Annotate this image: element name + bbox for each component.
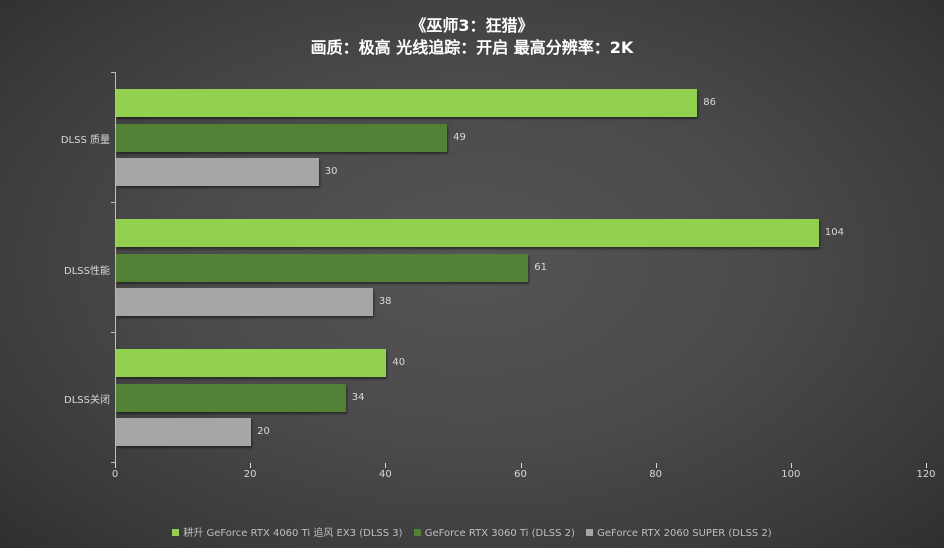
value-label: 104 bbox=[824, 227, 844, 238]
bar bbox=[116, 89, 698, 117]
legend-item-series2[interactable]: GeForce RTX 3060 Ti (DLSS 2) bbox=[413, 528, 575, 539]
x-axis-tick bbox=[250, 463, 252, 468]
x-axis-tick-label: 120 bbox=[916, 469, 936, 480]
y-axis-tick bbox=[111, 202, 116, 203]
x-axis-tick bbox=[115, 463, 116, 468]
bar bbox=[116, 418, 252, 446]
category-label: DLSS 质量 bbox=[60, 135, 110, 146]
bar bbox=[116, 158, 319, 186]
chart-subtitle: 画质：极高 光线追踪：开启 最高分辨率：2K bbox=[310, 38, 634, 57]
y-axis-line bbox=[115, 72, 116, 462]
y-axis-tick bbox=[111, 332, 116, 333]
bar bbox=[116, 123, 448, 152]
bar bbox=[116, 288, 373, 316]
x-axis-tick-label: 80 bbox=[649, 469, 663, 480]
legend-label: 耕升 GeForce RTX 4060 Ti 追风 EX3 (DLSS 3) bbox=[183, 528, 403, 539]
value-label: 34 bbox=[351, 391, 365, 403]
value-label: 86 bbox=[703, 97, 716, 108]
x-axis-tick bbox=[655, 463, 657, 468]
x-axis-tick bbox=[790, 463, 792, 468]
value-label: 38 bbox=[378, 296, 392, 307]
category-label: DLSS性能 bbox=[64, 266, 110, 277]
bar bbox=[116, 219, 819, 247]
value-label: 40 bbox=[392, 357, 406, 368]
legend-swatch-icon bbox=[413, 529, 421, 536]
legend-label: GeForce RTX 2060 SUPER (DLSS 2) bbox=[597, 528, 772, 539]
x-axis-tick-label: 0 bbox=[111, 469, 119, 480]
x-axis-tick-label: 100 bbox=[781, 469, 801, 480]
x-axis-tick-label: 20 bbox=[243, 469, 257, 480]
bar bbox=[116, 253, 529, 282]
legend-item-series1[interactable]: 耕升 GeForce RTX 4060 Ti 追风 EX3 (DLSS 3) bbox=[172, 524, 403, 539]
value-label: 61 bbox=[534, 261, 547, 273]
y-axis-tick bbox=[111, 72, 116, 73]
chart-title: 《巫师3：狂猎》 bbox=[410, 16, 534, 35]
value-label: 49 bbox=[453, 131, 466, 143]
bar bbox=[116, 349, 387, 377]
legend-item-series3[interactable]: GeForce RTX 2060 SUPER (DLSS 2) bbox=[586, 528, 772, 539]
x-axis-tick bbox=[520, 463, 522, 468]
y-axis-tick bbox=[111, 462, 116, 463]
value-label: 30 bbox=[324, 166, 338, 177]
x-axis-tick bbox=[385, 463, 387, 468]
category-label: DLSS关闭 bbox=[64, 395, 110, 406]
bar bbox=[116, 383, 346, 412]
legend-swatch-icon bbox=[586, 529, 594, 536]
x-axis-tick-label: 60 bbox=[514, 469, 527, 480]
x-axis-tick-label: 40 bbox=[378, 469, 392, 480]
legend-label: GeForce RTX 3060 Ti (DLSS 2) bbox=[424, 528, 575, 539]
legend: 耕升 GeForce RTX 4060 Ti 追风 EX3 (DLSS 3) G… bbox=[0, 524, 944, 539]
x-axis-tick bbox=[926, 463, 927, 468]
value-label: 20 bbox=[257, 426, 270, 437]
legend-swatch-icon bbox=[172, 529, 180, 536]
